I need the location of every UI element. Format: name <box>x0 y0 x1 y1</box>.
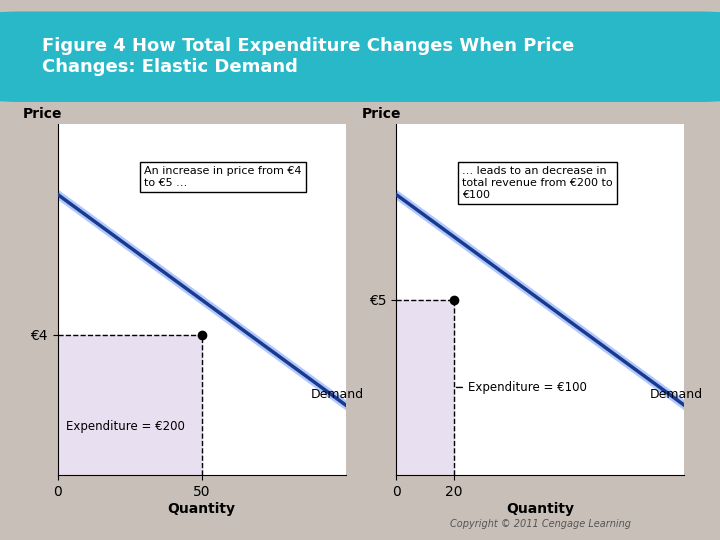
Text: Copyright © 2011 Cengage Learning: Copyright © 2011 Cengage Learning <box>449 519 631 529</box>
Text: … leads to an decrease in
total revenue from €200 to
€100: … leads to an decrease in total revenue … <box>462 166 613 199</box>
X-axis label: Quantity: Quantity <box>506 502 574 516</box>
X-axis label: Quantity: Quantity <box>168 502 235 516</box>
Text: Demand: Demand <box>311 388 364 401</box>
Text: Expenditure = €100: Expenditure = €100 <box>456 381 587 394</box>
Text: Price: Price <box>23 106 63 120</box>
Polygon shape <box>396 300 454 475</box>
Text: Figure 4 How Total Expenditure Changes When Price
Changes: Elastic Demand: Figure 4 How Total Expenditure Changes W… <box>42 37 574 76</box>
Text: Expenditure = €200: Expenditure = €200 <box>66 420 185 433</box>
FancyBboxPatch shape <box>0 12 720 102</box>
Text: Demand: Demand <box>649 388 703 401</box>
Text: An increase in price from €4
to €5 …: An increase in price from €4 to €5 … <box>144 166 302 188</box>
Text: Price: Price <box>361 106 401 120</box>
Polygon shape <box>58 335 202 475</box>
